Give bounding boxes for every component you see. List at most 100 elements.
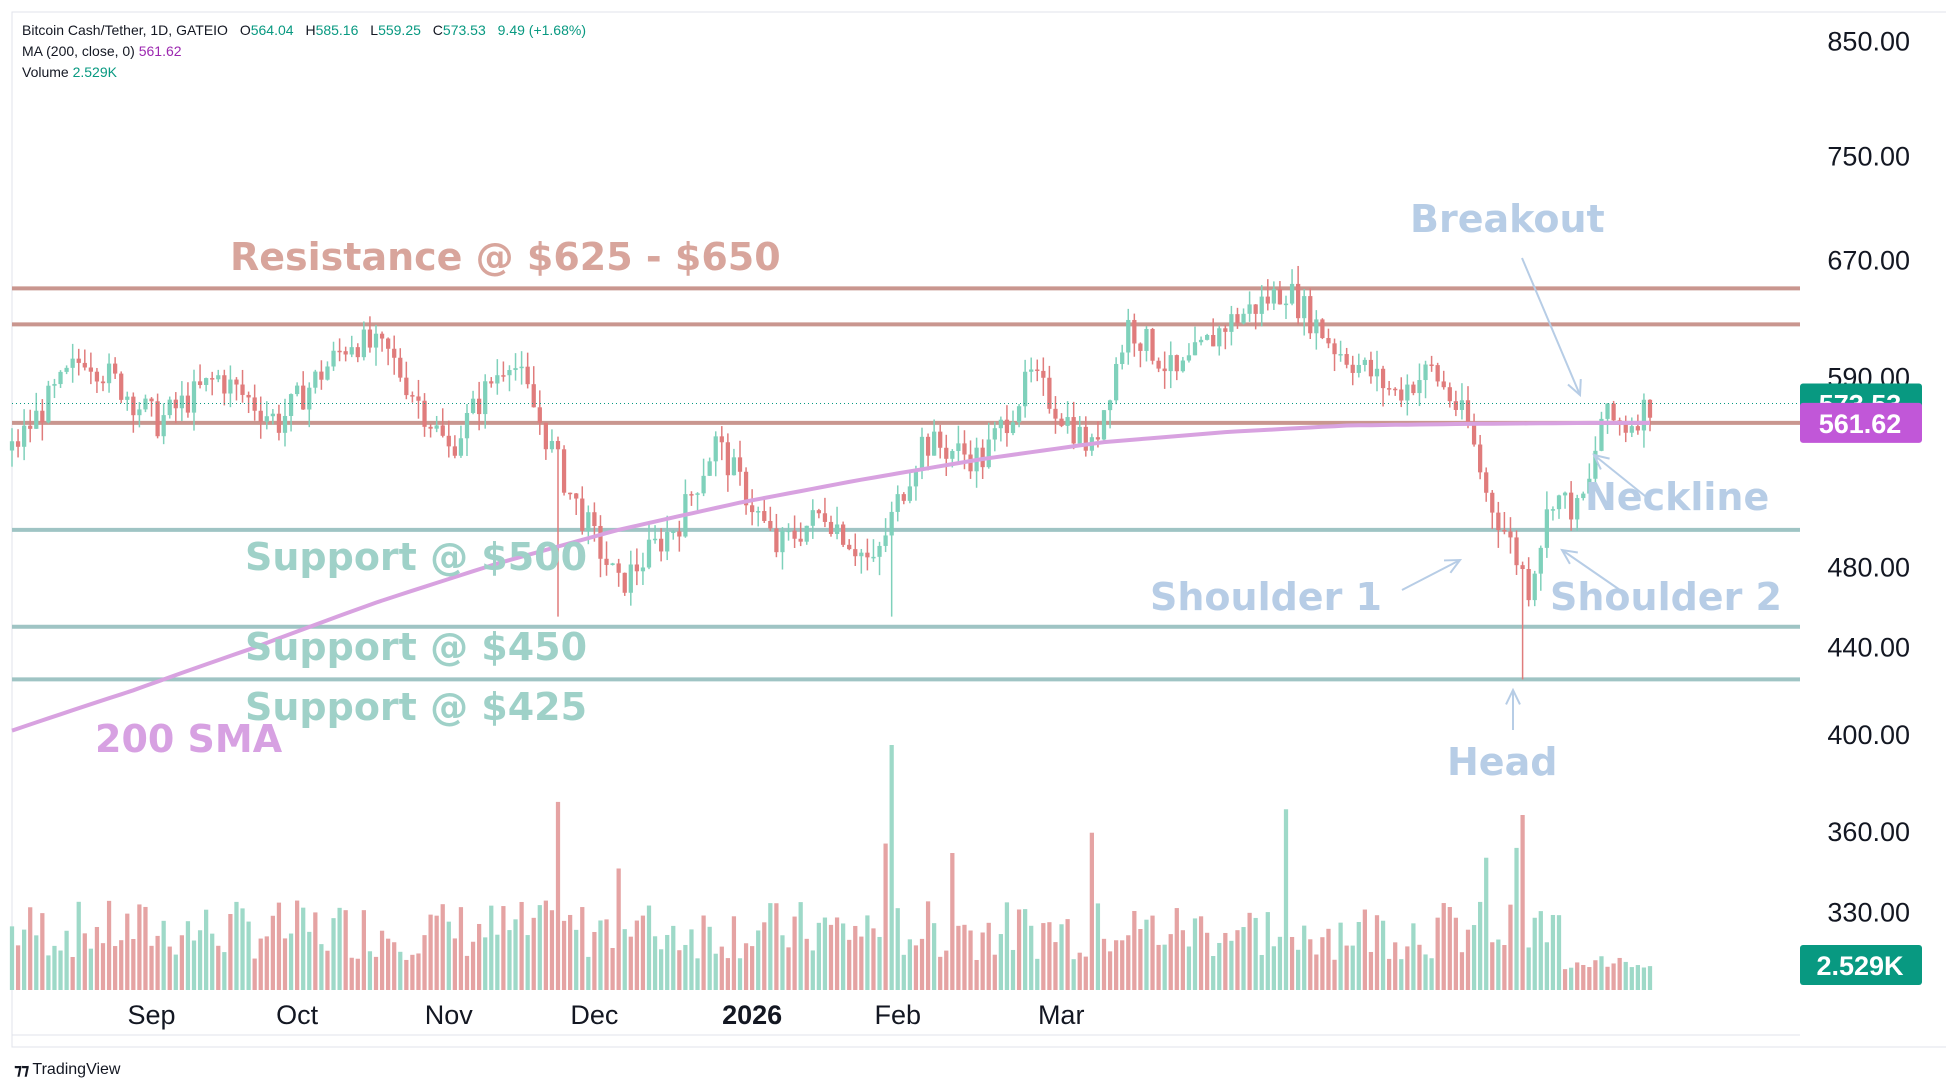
candle-body[interactable] <box>1599 418 1604 451</box>
candle-body[interactable] <box>373 333 379 348</box>
candle-body[interactable] <box>1065 417 1070 426</box>
candle-body[interactable] <box>592 512 597 527</box>
candle-body[interactable] <box>1405 384 1410 401</box>
candle-body[interactable] <box>1241 313 1246 324</box>
candle-body[interactable] <box>1374 368 1380 377</box>
candle-body[interactable] <box>1174 355 1179 372</box>
candle-body[interactable] <box>695 493 700 495</box>
candle-body[interactable] <box>361 329 366 358</box>
candle-body[interactable] <box>167 399 172 416</box>
candle-body[interactable] <box>677 531 682 537</box>
candle-body[interactable] <box>1411 384 1416 394</box>
candle-body[interactable] <box>956 443 961 452</box>
candle-body[interactable] <box>774 528 779 553</box>
candle-body[interactable] <box>1283 303 1289 306</box>
candle-body[interactable] <box>1259 296 1264 314</box>
candle-body[interactable] <box>555 440 561 450</box>
candle-body[interactable] <box>246 394 251 398</box>
candle-body[interactable] <box>901 494 906 501</box>
candle-body[interactable] <box>1314 319 1319 334</box>
candle-body[interactable] <box>301 385 306 410</box>
candle-body[interactable] <box>452 446 457 456</box>
candle-body[interactable] <box>22 425 27 447</box>
candle-body[interactable] <box>137 409 142 416</box>
candle-body[interactable] <box>52 384 57 386</box>
candle-body[interactable] <box>640 567 646 572</box>
candle-body[interactable] <box>355 347 360 358</box>
candle-body[interactable] <box>1071 417 1076 444</box>
candle-body[interactable] <box>756 511 761 513</box>
candle-body[interactable] <box>458 438 464 456</box>
candle-body[interactable] <box>477 398 482 415</box>
candle-body[interactable] <box>1429 364 1434 367</box>
candle-body[interactable] <box>495 375 500 384</box>
candle-body[interactable] <box>883 535 888 546</box>
candle-body[interactable] <box>113 363 118 374</box>
candle-body[interactable] <box>34 410 39 429</box>
candle-body[interactable] <box>143 398 148 410</box>
candle-body[interactable] <box>470 398 476 414</box>
candle-body[interactable] <box>222 375 227 394</box>
candle-body[interactable] <box>622 572 627 593</box>
candle-body[interactable] <box>119 373 124 400</box>
candle-body[interactable] <box>1496 512 1501 531</box>
candle-body[interactable] <box>865 552 870 558</box>
candle-body[interactable] <box>1223 328 1228 332</box>
candle-body[interactable] <box>1338 354 1343 356</box>
candle-body[interactable] <box>343 351 348 355</box>
candle-body[interactable] <box>379 333 385 339</box>
candle-body[interactable] <box>1344 354 1349 365</box>
candle-body[interactable] <box>652 538 658 541</box>
candle-body[interactable] <box>859 552 864 557</box>
candle-body[interactable] <box>1647 399 1653 418</box>
candle-body[interactable] <box>1544 509 1549 548</box>
candle-body[interactable] <box>1047 377 1052 409</box>
candle-body[interactable] <box>786 530 791 533</box>
candle-body[interactable] <box>337 350 342 353</box>
candle-body[interactable] <box>446 435 451 447</box>
candle-body[interactable] <box>1538 547 1543 574</box>
candle-body[interactable] <box>1368 359 1374 377</box>
candle-body[interactable] <box>1016 406 1022 423</box>
candle-body[interactable] <box>161 415 166 437</box>
candle-body[interactable] <box>847 544 852 550</box>
candle-body[interactable] <box>483 381 488 415</box>
candle-body[interactable] <box>1484 472 1489 493</box>
candle-body[interactable] <box>1605 403 1610 419</box>
candle-body[interactable] <box>191 381 197 413</box>
candle-body[interactable] <box>762 511 767 521</box>
candle-body[interactable] <box>1629 426 1634 433</box>
candle-body[interactable] <box>234 379 239 385</box>
candle-body[interactable] <box>155 401 160 437</box>
candle-body[interactable] <box>659 538 664 552</box>
candle-body[interactable] <box>1053 408 1058 419</box>
candle-body[interactable] <box>1453 401 1458 410</box>
candle-body[interactable] <box>1532 573 1537 601</box>
candle-body[interactable] <box>1641 399 1647 431</box>
candle-body[interactable] <box>743 471 749 506</box>
candle-body[interactable] <box>507 370 512 376</box>
candle-body[interactable] <box>76 358 81 363</box>
candle-body[interactable] <box>282 415 288 433</box>
candle-body[interactable] <box>295 385 300 395</box>
candle-body[interactable] <box>889 511 894 536</box>
candle-body[interactable] <box>549 440 555 450</box>
candle-body[interactable] <box>1077 426 1082 444</box>
candle-body[interactable] <box>1168 355 1173 372</box>
candle-body[interactable] <box>568 492 573 495</box>
candle-body[interactable] <box>1107 400 1113 411</box>
candle-body[interactable] <box>398 357 403 378</box>
candle-body[interactable] <box>410 395 415 397</box>
candle-body[interactable] <box>962 443 967 455</box>
candle-body[interactable] <box>1465 400 1471 423</box>
candle-body[interactable] <box>1380 368 1386 389</box>
candle-body[interactable] <box>240 384 245 395</box>
candle-body[interactable] <box>288 394 294 416</box>
candle-body[interactable] <box>1296 283 1301 319</box>
candle-body[interactable] <box>737 457 743 472</box>
candle-body[interactable] <box>1162 368 1167 372</box>
candle-body[interactable] <box>489 381 494 384</box>
candle-body[interactable] <box>598 526 603 559</box>
candle-body[interactable] <box>82 362 87 368</box>
